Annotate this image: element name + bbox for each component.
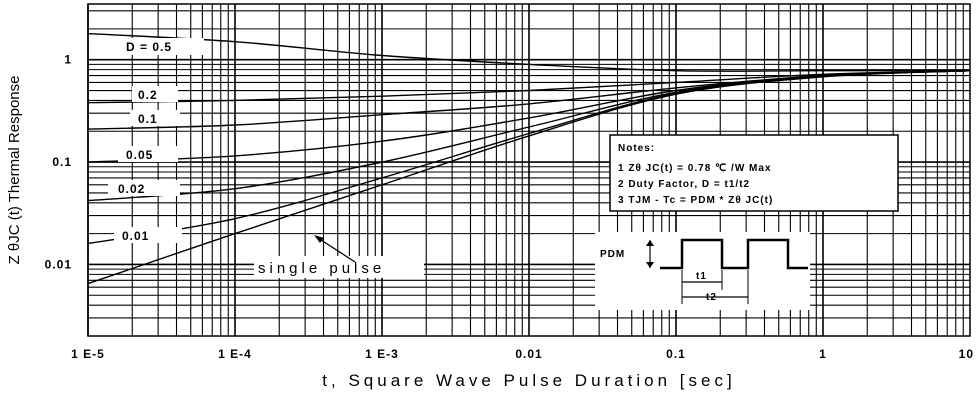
label-single-pulse: single pulse	[258, 260, 385, 277]
x-tick-label: 10	[959, 347, 974, 361]
series-line-6	[87, 70, 971, 285]
label-d05: D = 0.5	[126, 40, 172, 54]
x-tick-label: 1 E-5	[71, 347, 105, 361]
label-d005: 0.05	[126, 148, 153, 162]
y-tick-label: 0.1	[52, 155, 72, 169]
notes-box: Notes: 1 Zθ JC(t) = 0.78 ℃ /W Max 2 Duty…	[609, 134, 899, 212]
y-tick-label: 1	[64, 53, 72, 67]
label-d01: 0.1	[138, 112, 158, 126]
waveform-label-t1: t1	[696, 271, 707, 282]
label-d001: 0.01	[122, 229, 149, 243]
label-box-d001	[114, 227, 182, 243]
series-line-1	[87, 70, 971, 104]
single-pulse-arrowhead	[314, 235, 324, 243]
notes-line-3: 3 TJM - Tc = PDM * Zθ JC(t)	[618, 195, 773, 206]
y-axis-title: Z θJC (t) Thermal Response	[6, 76, 23, 265]
axis-tick-labels: 1 E-5 1 E-4 1 E-3 0.01 0.1 1 10 0.01 0.1 1	[45, 53, 974, 361]
notes-frame	[609, 134, 899, 212]
pulse-waveform	[660, 238, 808, 270]
label-box-d005	[118, 146, 178, 162]
x-tick-label: 1 E-4	[218, 347, 252, 361]
pulse-waveform-inset: PDM t1 t2	[595, 232, 810, 310]
notes-heading: Notes:	[618, 143, 655, 154]
label-box-d05	[100, 38, 204, 55]
series-curves	[87, 32, 971, 285]
curve-labels: D = 0.5 0.2 0.1 0.05 0.02 0.01 single pu…	[100, 38, 424, 278]
label-box-d02	[132, 86, 178, 102]
series-line-0	[87, 32, 970, 72]
plot-frame	[87, 3, 971, 337]
x-tick-label: 0.1	[666, 347, 686, 361]
x-tick-label: 1	[819, 347, 827, 361]
label-d002: 0.02	[118, 182, 145, 196]
waveform-label-t2: t2	[706, 292, 717, 303]
label-box-single	[254, 256, 424, 278]
x-tick-label: 0.01	[515, 347, 542, 361]
pdm-arrowhead-top	[646, 240, 654, 246]
waveform-label-pdm: PDM	[600, 249, 625, 260]
y-tick-label: 0.01	[45, 257, 72, 271]
single-pulse-arrow	[317, 237, 356, 263]
label-d02: 0.2	[138, 88, 158, 102]
pdm-arrowhead-bottom	[646, 262, 654, 268]
notes-line-1: 1 Zθ JC(t) = 0.78 ℃ /W Max	[618, 163, 772, 174]
x-tick-label: 1 E-3	[365, 347, 399, 361]
label-box-d002	[108, 180, 180, 196]
x-axis-title: t, Square Wave Pulse Duration [sec]	[322, 371, 735, 390]
label-box-d01	[130, 110, 180, 126]
notes-line-2: 2 Duty Factor, D = t1/t2	[618, 179, 750, 190]
